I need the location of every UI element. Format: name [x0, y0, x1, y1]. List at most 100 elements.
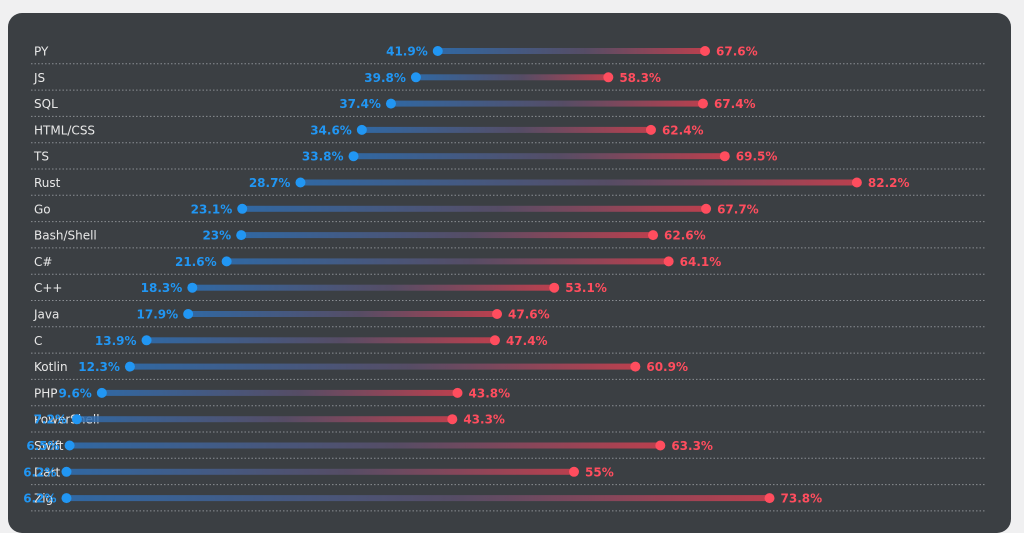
start-point: [237, 203, 248, 214]
chart-row: Bash/Shell 23% 62.6%: [31, 229, 986, 249]
start-value-label: 6.5%: [26, 439, 59, 453]
start-point: [221, 256, 232, 267]
range-bar: [146, 337, 495, 344]
start-value-label: 41.9%: [386, 45, 428, 59]
end-point: [489, 335, 500, 346]
dumbbell-chart: PY 41.9% 67.6% JS 39.8% 58.3% SQL 37.4% 67.4% HTM…: [23, 45, 986, 512]
start-value-label: 17.9%: [137, 308, 179, 322]
end-point: [697, 98, 708, 109]
row-label: Bash/Shell: [34, 229, 97, 243]
end-point: [447, 414, 458, 425]
end-value-label: 60.9%: [646, 360, 688, 374]
chart-row: Rust 28.7% 82.2%: [31, 176, 986, 196]
chart-row: TS 33.8% 69.5%: [31, 150, 986, 170]
start-point: [183, 309, 194, 319]
start-point: [356, 124, 367, 135]
range-bar: [361, 126, 651, 133]
end-value-label: 43.8%: [469, 386, 511, 400]
row-label: Swift: [34, 439, 64, 453]
range-bar: [188, 311, 498, 317]
start-value-label: 39.8%: [364, 71, 406, 85]
end-value-label: 63.3%: [671, 439, 713, 453]
row-label: Dart: [34, 465, 61, 479]
end-value-label: 43.3%: [463, 413, 505, 427]
end-point: [630, 361, 641, 372]
end-point: [645, 124, 656, 135]
range-bar: [66, 468, 574, 475]
start-point: [124, 361, 135, 372]
range-bar: [66, 495, 770, 502]
row-label: Rust: [34, 176, 61, 190]
end-value-label: 55%: [585, 465, 614, 479]
end-value-label: 47.6%: [508, 308, 550, 322]
start-value-label: 28.7%: [249, 176, 291, 190]
row-label: Java: [33, 308, 59, 322]
row-label: HTML/CSS: [34, 123, 95, 137]
chart-row: PHP 9.6% 43.8%: [31, 386, 986, 407]
row-label: PHP: [34, 386, 58, 400]
end-point: [655, 440, 666, 451]
end-value-label: 69.5%: [736, 150, 778, 164]
chart-row: JS 39.8% 58.3%: [31, 71, 986, 91]
start-point: [385, 98, 396, 109]
end-value-label: 64.1%: [680, 255, 722, 269]
chart-row: Go 23.1% 67.7%: [31, 202, 986, 223]
row-label: SQL: [34, 97, 58, 111]
start-value-label: 7.2%: [34, 413, 67, 427]
start-value-label: 37.4%: [339, 97, 381, 111]
end-value-label: 73.8%: [781, 492, 823, 506]
end-point: [603, 72, 614, 83]
range-bar: [241, 232, 654, 239]
row-label: JS: [33, 71, 45, 85]
end-value-label: 67.7%: [717, 202, 759, 216]
range-bar: [129, 363, 636, 370]
start-point: [348, 151, 359, 162]
end-point: [764, 493, 775, 504]
end-value-label: 82.2%: [868, 176, 910, 190]
start-value-label: 12.3%: [78, 360, 120, 374]
range-bar: [226, 258, 669, 265]
end-point: [569, 466, 579, 477]
end-point: [700, 46, 711, 56]
start-point: [64, 440, 75, 451]
start-value-label: 33.8%: [302, 150, 344, 164]
end-point: [851, 177, 862, 188]
range-bar: [76, 416, 453, 423]
chart-row: C 13.9% 47.4%: [31, 334, 986, 354]
range-bar: [242, 205, 707, 212]
start-point: [61, 493, 72, 504]
start-value-label: 9.6%: [59, 386, 92, 400]
end-point: [663, 256, 674, 267]
end-value-label: 67.4%: [714, 97, 756, 111]
start-point: [236, 230, 247, 241]
start-point: [410, 72, 421, 83]
end-value-label: 58.3%: [619, 71, 661, 85]
start-value-label: 18.3%: [141, 281, 183, 295]
row-label: Zig: [34, 492, 53, 506]
chart-row: Kotlin 12.3% 60.9%: [31, 360, 986, 380]
start-point: [61, 466, 72, 477]
chart-row: Java 17.9% 47.6%: [31, 308, 986, 328]
end-value-label: 47.4%: [506, 334, 548, 348]
start-point: [96, 387, 107, 398]
start-value-label: 23.1%: [191, 202, 233, 216]
row-label: TS: [33, 150, 49, 164]
range-bar: [300, 179, 857, 186]
start-value-label: 6.2%: [23, 465, 56, 479]
end-point: [452, 387, 463, 398]
end-point: [549, 282, 560, 293]
range-bar: [69, 442, 661, 449]
start-point: [141, 335, 152, 346]
end-point: [719, 151, 730, 162]
start-point: [295, 177, 306, 188]
start-point: [71, 414, 82, 425]
chart-row: SQL 37.4% 67.4%: [31, 97, 986, 117]
end-point: [492, 309, 503, 319]
chart-rows: PY 41.9% 67.6% JS 39.8% 58.3% SQL 37.4% 67.4% HTM…: [23, 45, 986, 512]
row-label: C: [34, 334, 42, 348]
end-value-label: 67.6%: [716, 45, 758, 59]
start-value-label: 6.2%: [23, 492, 56, 506]
range-bar: [437, 48, 706, 54]
